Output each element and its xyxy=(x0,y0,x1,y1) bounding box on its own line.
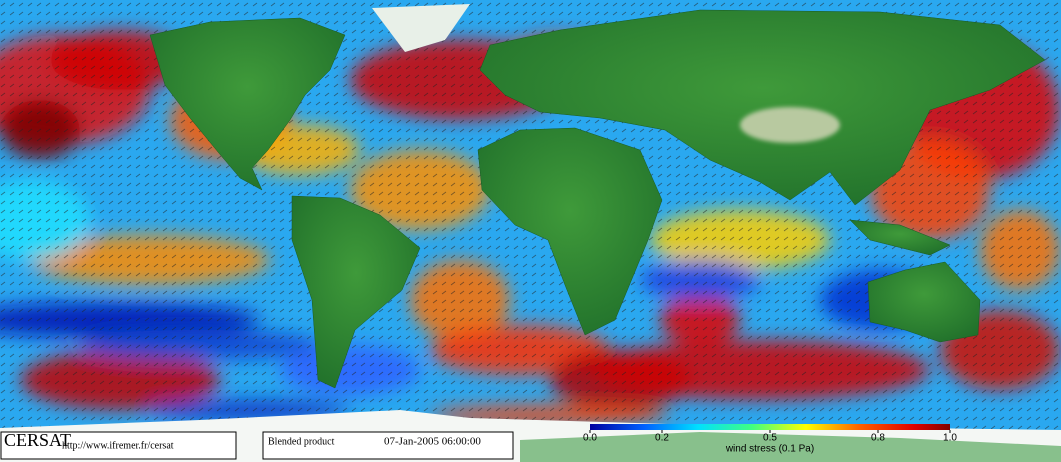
greenland xyxy=(372,4,470,52)
timestamp: 07-Jan-2005 06:00:00 xyxy=(384,436,481,448)
antarctica-relief xyxy=(520,432,1061,462)
north-america xyxy=(149,17,346,191)
tibet xyxy=(740,107,840,143)
product: Blended product xyxy=(268,436,335,447)
logo: CERSAT xyxy=(4,430,71,450)
footer: CERSAT http://www.ifremer.fr/cersat Blen… xyxy=(0,424,957,460)
logo-box xyxy=(0,431,237,460)
land xyxy=(149,9,1046,389)
colorbar-tick-label: 0.0 xyxy=(583,433,597,444)
colorbar-tick-label: 0.8 xyxy=(871,433,885,444)
url: http://www.ifremer.fr/cersat xyxy=(62,440,174,451)
colorbar-tick-label: 0.2 xyxy=(655,433,669,444)
south-america xyxy=(291,195,421,389)
colorbar-tick-label: 0.5 xyxy=(763,433,777,444)
indonesia xyxy=(849,219,951,256)
colorbar-tick-label: 1.0 xyxy=(943,433,957,444)
australia xyxy=(867,261,981,343)
colorbar xyxy=(590,424,950,430)
colorbar-label: wind stress (0.1 Pa) xyxy=(725,444,814,455)
africa xyxy=(477,127,663,336)
product-box xyxy=(262,431,514,460)
eurasia xyxy=(479,9,1046,206)
